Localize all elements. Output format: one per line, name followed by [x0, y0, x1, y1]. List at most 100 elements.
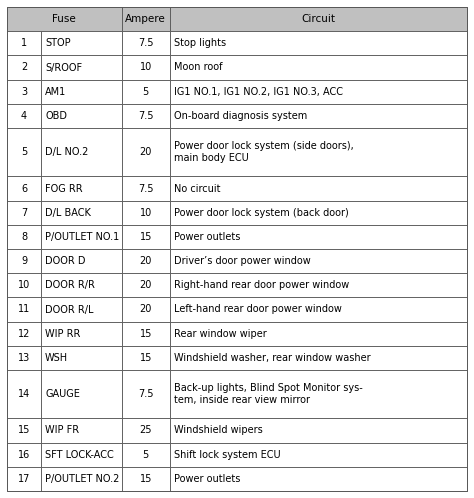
Bar	[7, 467, 41, 491]
Text: 7.5: 7.5	[138, 183, 154, 194]
Text: 7: 7	[21, 208, 27, 218]
Bar	[170, 55, 467, 80]
Bar	[121, 201, 170, 225]
Text: 6: 6	[21, 183, 27, 194]
Text: Driver’s door power window: Driver’s door power window	[174, 256, 310, 266]
Text: 13: 13	[18, 353, 30, 363]
Bar	[121, 273, 170, 297]
Bar	[121, 346, 170, 370]
Text: P/OUTLET NO.2: P/OUTLET NO.2	[45, 474, 119, 484]
Bar	[7, 322, 41, 346]
Bar	[121, 176, 170, 201]
Text: Fuse: Fuse	[53, 14, 76, 24]
Text: 7.5: 7.5	[138, 111, 154, 121]
Text: 10: 10	[18, 280, 30, 290]
Bar	[41, 322, 121, 346]
Bar	[7, 249, 41, 273]
Bar	[170, 31, 467, 55]
Bar	[41, 249, 121, 273]
Bar	[170, 176, 467, 201]
Bar	[7, 297, 41, 322]
Bar	[7, 346, 41, 370]
Bar	[170, 249, 467, 273]
Text: WIP RR: WIP RR	[45, 329, 81, 339]
Text: 3: 3	[21, 87, 27, 97]
Text: P/OUTLET NO.1: P/OUTLET NO.1	[45, 232, 119, 242]
Text: 5: 5	[143, 450, 149, 460]
Text: On-board diagnosis system: On-board diagnosis system	[174, 111, 307, 121]
Bar	[170, 104, 467, 128]
Text: IG1 NO.1, IG1 NO.2, IG1 NO.3, ACC: IG1 NO.1, IG1 NO.2, IG1 NO.3, ACC	[174, 87, 343, 97]
Text: 9: 9	[21, 256, 27, 266]
Bar	[170, 467, 467, 491]
Bar	[41, 370, 121, 418]
Bar	[170, 7, 467, 31]
Bar	[121, 322, 170, 346]
Text: 16: 16	[18, 450, 30, 460]
Bar	[41, 418, 121, 443]
Bar	[121, 443, 170, 467]
Bar	[41, 176, 121, 201]
Bar	[170, 80, 467, 104]
Bar	[7, 128, 41, 176]
Text: DOOR R/L: DOOR R/L	[45, 304, 93, 315]
Bar	[41, 80, 121, 104]
Bar	[41, 31, 121, 55]
Text: DOOR R/R: DOOR R/R	[45, 280, 95, 290]
Bar	[7, 55, 41, 80]
Bar	[170, 273, 467, 297]
Bar	[41, 297, 121, 322]
Bar	[7, 370, 41, 418]
Text: WSH: WSH	[45, 353, 68, 363]
Text: 20: 20	[139, 280, 152, 290]
Text: Right-hand rear door power window: Right-hand rear door power window	[174, 280, 349, 290]
Bar	[170, 370, 467, 418]
Text: D/L NO.2: D/L NO.2	[45, 147, 89, 157]
Text: OBD: OBD	[45, 111, 67, 121]
Text: Circuit: Circuit	[301, 14, 336, 24]
Bar	[41, 467, 121, 491]
Text: DOOR D: DOOR D	[45, 256, 85, 266]
Text: D/L BACK: D/L BACK	[45, 208, 91, 218]
Text: 20: 20	[139, 256, 152, 266]
Bar	[121, 249, 170, 273]
Bar	[170, 201, 467, 225]
Text: 15: 15	[18, 425, 30, 435]
Text: 5: 5	[143, 87, 149, 97]
Bar	[41, 104, 121, 128]
Text: 25: 25	[139, 425, 152, 435]
Text: 10: 10	[139, 208, 152, 218]
Text: 1: 1	[21, 38, 27, 48]
Bar	[7, 225, 41, 249]
Bar	[7, 418, 41, 443]
Text: 2: 2	[21, 63, 27, 73]
Bar	[41, 443, 121, 467]
Bar	[41, 128, 121, 176]
Bar	[121, 7, 170, 31]
Bar	[41, 346, 121, 370]
Text: 4: 4	[21, 111, 27, 121]
Bar	[7, 176, 41, 201]
Bar	[121, 297, 170, 322]
Bar	[170, 418, 467, 443]
Text: Back-up lights, Blind Spot Monitor sys-
tem, inside rear view mirror: Back-up lights, Blind Spot Monitor sys- …	[174, 383, 363, 405]
Text: AM1: AM1	[45, 87, 66, 97]
Text: 17: 17	[18, 474, 30, 484]
Bar	[121, 370, 170, 418]
Text: 14: 14	[18, 389, 30, 399]
Text: 15: 15	[139, 474, 152, 484]
Bar	[121, 225, 170, 249]
Text: Rear window wiper: Rear window wiper	[174, 329, 266, 339]
Bar	[121, 128, 170, 176]
Bar	[170, 322, 467, 346]
Text: Power outlets: Power outlets	[174, 232, 240, 242]
Text: Windshield wipers: Windshield wipers	[174, 425, 263, 435]
Bar	[7, 31, 41, 55]
Text: 8: 8	[21, 232, 27, 242]
Bar	[41, 225, 121, 249]
Text: Shift lock system ECU: Shift lock system ECU	[174, 450, 281, 460]
Bar	[41, 201, 121, 225]
Text: 7.5: 7.5	[138, 389, 154, 399]
Text: Power outlets: Power outlets	[174, 474, 240, 484]
Text: 11: 11	[18, 304, 30, 315]
